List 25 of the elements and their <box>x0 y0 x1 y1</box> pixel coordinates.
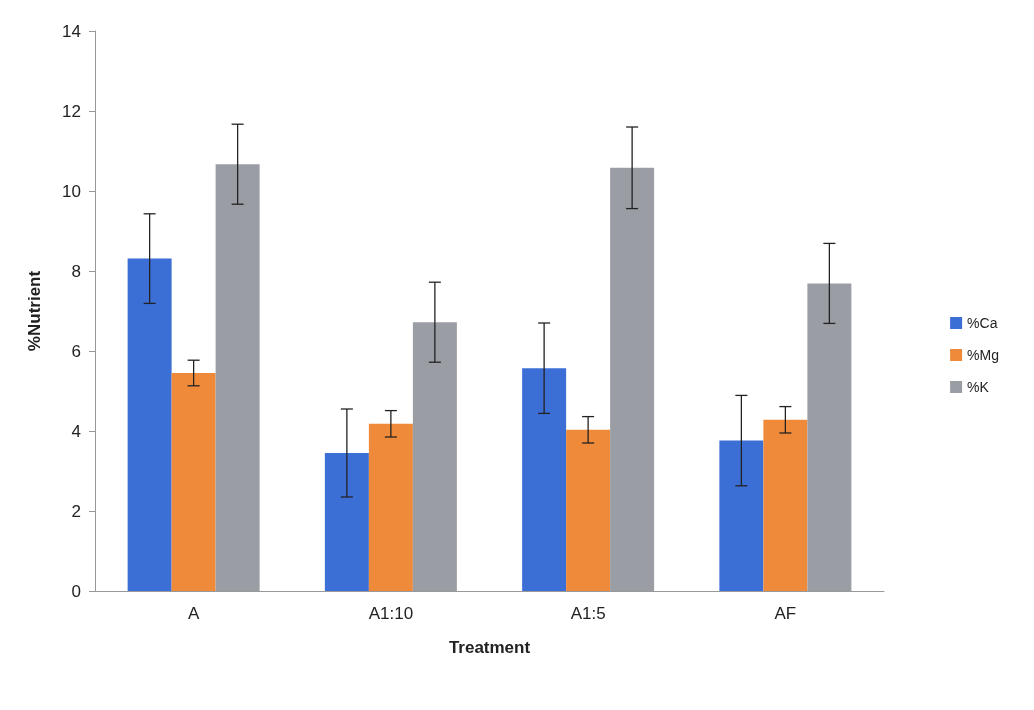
y-tick-label: 4 <box>71 421 81 441</box>
bar <box>719 440 764 591</box>
y-tick-label: 12 <box>62 101 81 121</box>
bar <box>566 429 611 591</box>
y-axis-title: %Nutrient <box>25 270 44 352</box>
x-tick-label: A <box>187 604 200 623</box>
bar <box>127 258 172 591</box>
x-axis-title: Treatment <box>448 638 531 657</box>
y-tick-label: 10 <box>62 181 81 201</box>
x-tick-label: AF <box>774 604 797 623</box>
x-tick-label: A1:5 <box>570 604 606 623</box>
y-tick-label: 0 <box>71 581 81 601</box>
bar <box>324 453 369 591</box>
legend-label: %Ca <box>967 315 998 331</box>
y-tick-label: 6 <box>71 341 81 361</box>
y-tick-label: 2 <box>71 501 81 521</box>
y-tick-label: 14 <box>62 21 81 41</box>
bar <box>171 373 216 591</box>
bar <box>763 419 808 591</box>
bar <box>522 368 567 591</box>
legend-label: %K <box>967 379 990 395</box>
bar <box>368 423 413 591</box>
legend-label: %Mg <box>967 347 1000 363</box>
x-tick-label: A1:10 <box>368 604 414 623</box>
y-tick-label: 8 <box>71 261 81 281</box>
